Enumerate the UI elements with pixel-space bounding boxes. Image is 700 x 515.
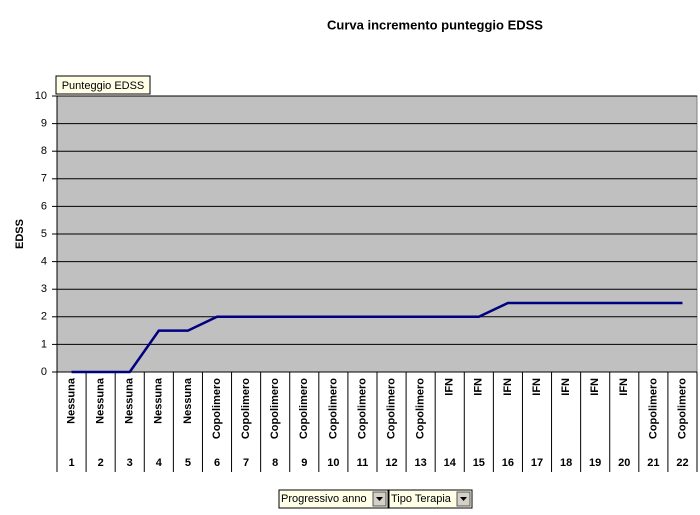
group-label: Copolimero xyxy=(356,378,368,439)
x-tick-label: 15 xyxy=(473,457,485,469)
y-tick-label: 10 xyxy=(35,90,47,102)
y-axis-label: EDSS xyxy=(14,219,26,249)
x-tick-label: 1 xyxy=(68,457,74,469)
group-label: Nessuna xyxy=(124,377,136,424)
y-tick-label: 4 xyxy=(41,256,47,268)
row-field-button[interactable]: Progressivo anno xyxy=(278,489,389,509)
group-label: Copolimero xyxy=(327,378,339,439)
y-tick-label: 1 xyxy=(41,338,47,350)
x-tick-label: 9 xyxy=(301,457,307,469)
x-tick-label: 4 xyxy=(156,457,163,469)
group-label: Copolimero xyxy=(647,378,659,439)
x-tick-label: 2 xyxy=(98,457,104,469)
x-tick-label: 11 xyxy=(357,457,369,469)
group-label: Nessuna xyxy=(153,377,165,424)
x-tick-label: 8 xyxy=(272,457,278,469)
y-tick-label: 3 xyxy=(41,283,47,295)
group-label: IFN xyxy=(589,378,601,396)
x-tick-label: 5 xyxy=(185,457,191,469)
arrow-icon xyxy=(376,497,383,501)
group-label: Nessuna xyxy=(182,377,194,424)
chart-title: Curva incremento punteggio EDSS xyxy=(327,17,543,32)
group-label: IFN xyxy=(502,378,514,396)
x-tick-label: 3 xyxy=(127,457,133,469)
row-field-button[interactable]: Tipo Terapia xyxy=(388,489,473,509)
x-tick-label: 14 xyxy=(444,457,457,469)
y-tick-label: 2 xyxy=(41,311,47,323)
group-label: Nessuna xyxy=(95,377,107,424)
button-label: Punteggio EDSS xyxy=(62,80,145,92)
group-label: Copolimero xyxy=(211,378,223,439)
group-label: IFN xyxy=(560,378,572,396)
x-tick-label: 22 xyxy=(676,457,688,469)
x-tick-label: 18 xyxy=(560,457,572,469)
group-label: IFN xyxy=(473,378,485,396)
x-tick-label: 6 xyxy=(214,457,220,469)
group-label: Copolimero xyxy=(385,378,397,439)
group-label: Copolimero xyxy=(240,378,252,439)
y-tick-label: 6 xyxy=(41,200,47,212)
x-tick-label: 20 xyxy=(618,457,630,469)
y-tick-label: 8 xyxy=(41,145,47,157)
x-tick-label: 17 xyxy=(531,457,543,469)
x-tick-label: 10 xyxy=(327,457,339,469)
x-tick-label: 19 xyxy=(589,457,601,469)
y-tick-label: 5 xyxy=(41,228,47,240)
x-tick-label: 7 xyxy=(243,457,249,469)
group-label: Copolimero xyxy=(415,378,427,439)
arrow-icon xyxy=(460,497,467,501)
x-tick-label: 13 xyxy=(415,457,427,469)
group-label: IFN xyxy=(531,378,543,396)
button-frame xyxy=(55,75,151,95)
y-tick-label: 0 xyxy=(41,366,47,378)
group-label: Copolimero xyxy=(269,378,281,439)
x-tick-label: 16 xyxy=(502,457,514,469)
data-field-button[interactable]: Punteggio EDSS xyxy=(55,75,151,95)
y-tick-label: 7 xyxy=(41,173,47,185)
y-tick-label: 9 xyxy=(41,118,47,130)
x-tick-label: 21 xyxy=(647,457,659,469)
button-frame xyxy=(388,489,473,509)
group-label: Copolimero xyxy=(676,378,688,439)
group-label: Copolimero xyxy=(298,378,310,439)
group-label: IFN xyxy=(618,378,630,396)
button-label: Progressivo anno xyxy=(281,493,367,505)
group-label: Nessuna xyxy=(65,377,77,424)
button-frame xyxy=(278,489,389,509)
group-label: IFN xyxy=(444,378,456,396)
button-label: Tipo Terapia xyxy=(391,493,452,505)
data-line xyxy=(71,301,683,374)
x-tick-label: 12 xyxy=(385,457,397,469)
